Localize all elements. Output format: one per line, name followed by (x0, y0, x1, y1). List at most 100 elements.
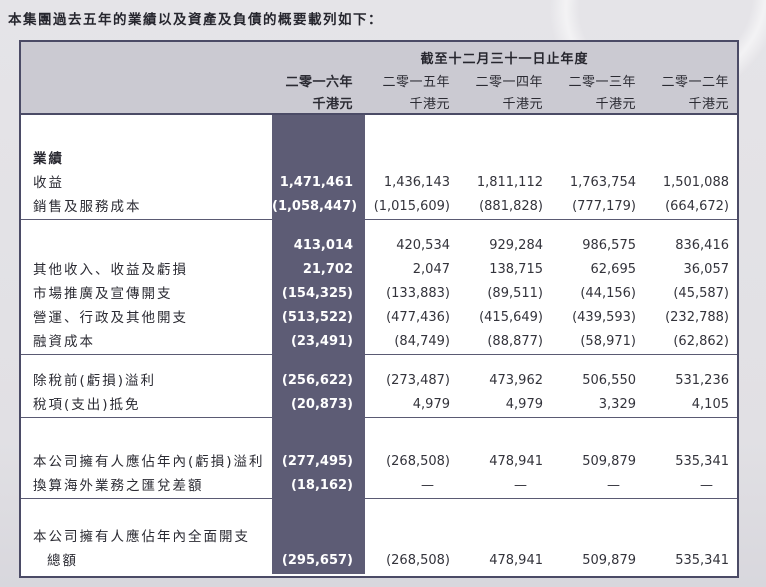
value-2013: (439,593) (572, 310, 636, 325)
row-label: 總額 (47, 553, 78, 569)
year-header-cell: 二零一三年 (568, 75, 636, 90)
table-row: 本公司擁有人應佔年內全面開支 (21, 525, 737, 549)
value-2014: (881,828) (479, 199, 543, 214)
row-spacer (21, 220, 737, 234)
year-header-cell: 二零一五年 (382, 75, 450, 90)
value-2013: 62,695 (590, 262, 637, 277)
value-2014: (88,877) (487, 334, 543, 349)
value-2015: 1,436,143 (383, 175, 450, 190)
value-2014 (458, 525, 551, 549)
period-header-row: 截至十二月三十一日止年度 (21, 48, 737, 72)
table-row: 融資成本 (23,491) (84,749) (88,877) (58,971)… (21, 330, 737, 354)
table-row: 稅項(支出)抵免 (20,873) 4,979 4,979 3,329 4,10… (21, 393, 737, 417)
year-header-cell: 二零一六年 (285, 75, 353, 90)
value-2015 (365, 525, 458, 549)
value-2014: (89,511) (487, 286, 543, 301)
row-label: 本公司擁有人應佔年內(虧損)溢利 (33, 454, 265, 470)
value-2012: 531,236 (675, 373, 729, 388)
unit-header-row: 千港元 千港元 千港元 千港元 千港元 (21, 94, 737, 116)
value-2012 (644, 525, 737, 549)
table-row: 總額 (295,657) (268,508) 478,941 509,879 5… (21, 549, 737, 573)
value-2013: 506,550 (582, 373, 636, 388)
table-row: 換算海外業務之匯兌差額 (18,162) — — — — (21, 474, 737, 498)
value-2014: 929,284 (489, 238, 543, 253)
value-2013: 509,879 (582, 553, 636, 568)
table-row: 收益 1,471,461 1,436,143 1,811,112 1,763,7… (21, 171, 737, 195)
value-2014: 478,941 (489, 454, 543, 469)
value-2013: — (607, 478, 620, 493)
row-label: 稅項(支出)抵免 (33, 397, 141, 413)
row-label: 除稅前(虧損)溢利 (33, 373, 157, 389)
unit-header-cell: 千港元 (312, 97, 353, 112)
value-2012: (232,788) (665, 310, 729, 325)
section-divider-line (21, 219, 737, 220)
value-2016: (18,162) (290, 478, 353, 493)
five-year-summary-table: 截至十二月三十一日止年度 二零一六年 二零一五年 二零一四年 二零一三年 二零一二年 千… (19, 40, 739, 578)
value-2015: 420,534 (396, 238, 450, 253)
value-2013: 3,329 (598, 397, 636, 412)
value-2013: (58,971) (580, 334, 636, 349)
value-2014 (458, 147, 551, 171)
value-2012: — (700, 478, 713, 493)
value-2016 (272, 525, 365, 549)
value-2014: 473,962 (489, 373, 543, 388)
row-label: 收益 (33, 175, 64, 191)
value-2015: 4,979 (412, 397, 450, 412)
value-2015: (268,508) (386, 454, 450, 469)
row-label: 市場推廣及宣傳開支 (33, 286, 173, 302)
value-2014: 138,715 (489, 262, 543, 277)
value-2015: (1,015,609) (373, 199, 450, 214)
table-row: 銷售及服務成本 (1,058,447) (1,015,609) (881,828… (21, 195, 737, 219)
row-label: 融資成本 (33, 334, 95, 350)
row-label: 業績 (33, 151, 64, 167)
table-row: 413,014 420,534 929,284 986,575 836,416 (21, 234, 737, 258)
year-header-cell: 二零一四年 (475, 75, 543, 90)
table-header: 截至十二月三十一日止年度 二零一六年 二零一五年 二零一四年 二零一三年 二零一二年 千… (21, 42, 737, 115)
value-2015: — (421, 478, 434, 493)
section-divider-line (21, 417, 737, 418)
value-2013 (551, 147, 644, 171)
year-header-row: 二零一六年 二零一五年 二零一四年 二零一三年 二零一二年 (21, 72, 737, 94)
value-2016: 413,014 (293, 238, 353, 253)
highlight-column-2016 (272, 115, 365, 574)
value-2015: (268,508) (386, 553, 450, 568)
value-2016: (154,325) (281, 286, 353, 301)
row-spacer (21, 355, 737, 369)
value-2012 (644, 147, 737, 171)
period-header: 截至十二月三十一日止年度 (420, 52, 589, 67)
value-2016: (295,657) (281, 553, 353, 568)
value-2014: — (514, 478, 527, 493)
header-label-spacer (21, 94, 272, 116)
value-2016: (23,491) (290, 334, 353, 349)
value-2012: (45,587) (673, 286, 729, 301)
table-row: 除稅前(虧損)溢利 (256,622) (273,487) 473,962 50… (21, 369, 737, 393)
value-2013: 986,575 (582, 238, 636, 253)
year-header-cell: 二零一二年 (661, 75, 729, 90)
row-label: 換算海外業務之匯兌差額 (33, 478, 204, 494)
page-title: 本集團過去五年的業績以及資產及負債的概要載列如下： (8, 12, 383, 28)
unit-header-cell: 千港元 (409, 97, 450, 112)
unit-header-cell: 千港元 (688, 97, 729, 112)
value-2014: 478,941 (489, 553, 543, 568)
row-spacer (21, 115, 737, 147)
value-2012: 36,057 (683, 262, 730, 277)
value-2014: 1,811,112 (476, 175, 543, 190)
value-2012: 535,341 (675, 454, 729, 469)
value-2015: (84,749) (394, 334, 450, 349)
table-row: 市場推廣及宣傳開支 (154,325) (133,883) (89,511) (… (21, 282, 737, 306)
value-2015: 2,047 (412, 262, 450, 277)
table-body: 業績 收益 1,471,461 1,436,143 1,811,112 1,76… (21, 115, 737, 574)
row-spacer (21, 499, 737, 525)
value-2016 (272, 147, 365, 171)
value-2015: (477,436) (386, 310, 450, 325)
value-2016: 1,471,461 (279, 175, 353, 190)
value-2013: 1,763,754 (569, 175, 636, 190)
value-2012: (62,862) (673, 334, 729, 349)
section-divider-line (21, 498, 737, 499)
value-2016: (513,522) (281, 310, 353, 325)
value-2014: (415,649) (479, 310, 543, 325)
value-2012: 836,416 (675, 238, 729, 253)
table-row: 本公司擁有人應佔年內(虧損)溢利 (277,495) (268,508) 478… (21, 450, 737, 474)
row-label: 其他收入、收益及虧損 (33, 262, 188, 278)
